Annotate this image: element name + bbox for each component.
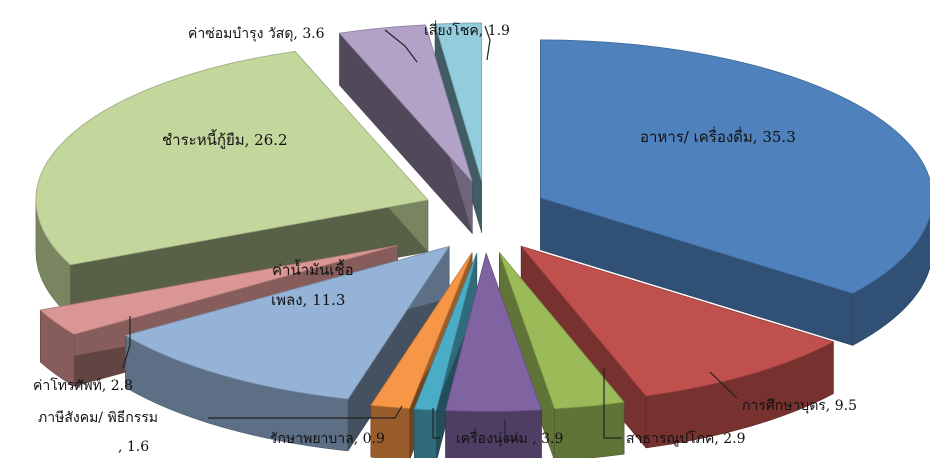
label-food: อาหาร/ เครื่องดื่ม, 35.3: [640, 126, 796, 146]
leader-line-tax: [208, 405, 403, 419]
leader-line-education: [709, 371, 738, 399]
leader-line-clothing: [504, 420, 520, 441]
label-tax-line2: , 1.6: [118, 439, 149, 455]
leader-line-phone: [122, 316, 131, 369]
slice-maintenance: [338, 24, 473, 183]
leader-line-utilities: [603, 368, 622, 439]
label-phone: ค่าโทรศัพท์, 2.8: [33, 377, 133, 394]
slice-medical: [413, 252, 478, 411]
label-tax-line1: ภาษีสังคม/ พิธีกรรม: [38, 410, 158, 426]
label-medical: รักษาพยาบาล, 0.9: [270, 431, 385, 447]
slice-tax: [370, 252, 473, 409]
label-maintenance: ค่าซ่อมบำรุง วัสดุ, 3.6: [188, 26, 325, 42]
label-fuel-line2: เพลง, 11.3: [271, 291, 345, 309]
label-fuel-line1: ค่าน้ำมันเชื้อ: [272, 259, 354, 279]
slice-debt: [35, 50, 429, 266]
label-utilities: สาธารณูปโภค, 2.9: [626, 430, 746, 447]
slice-phone: [39, 244, 398, 335]
leader-line-medical: [432, 408, 440, 439]
leader-line-maintenance: [384, 29, 418, 63]
label-debt: ชำระหนี้กู้ยืม, 26.2: [162, 129, 288, 149]
slice-lottery: [434, 22, 483, 182]
slice-education: [519, 245, 835, 397]
leader-line-lottery: [484, 25, 491, 61]
data-labels: อาหาร/ เครื่องดื่ม, 35.3 การศึกษาบุตร, 9…: [33, 21, 857, 455]
slice-utilities: [498, 252, 625, 410]
leader-lines: [122, 25, 738, 441]
label-education: การศึกษาบุตร, 9.5: [742, 398, 857, 414]
slice-food: [540, 39, 930, 294]
slice-clothing: [445, 252, 543, 412]
label-lottery: เสี่ยงโชค, 1.9: [424, 21, 510, 39]
slice-side-utilities: [554, 401, 625, 458]
label-clothing: เครื่องนุ่งห่ม , 3.9: [456, 429, 563, 447]
slice-fuel: [124, 245, 451, 400]
slice-tops: [35, 22, 930, 412]
